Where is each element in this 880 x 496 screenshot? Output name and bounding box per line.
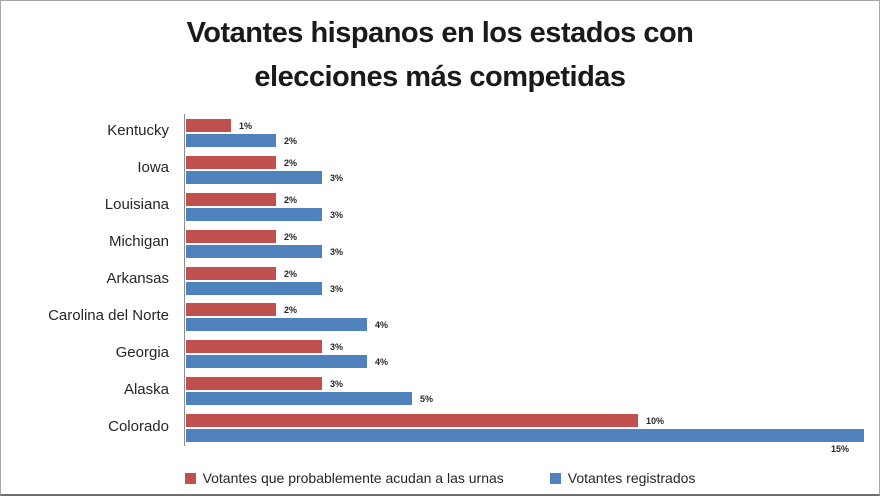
bar-likely-kentucky — [186, 119, 231, 132]
data-label: 2% — [284, 231, 298, 242]
bar-likely-michigan — [186, 229, 276, 243]
category-label: Colorado — [108, 417, 169, 435]
plot-area: 1% 2% 2% 3% 2% 3% 2% 3% 2% 3% 2% 4% 3% 4% 3% 5% 10% 15% — [185, 113, 877, 454]
data-label: 3% — [330, 172, 344, 183]
category-axis-labels: Kentucky Iowa Louisiana Michigan Arkansas Car… — [1, 113, 175, 445]
category-label: Iowa — [137, 159, 169, 177]
legend-label-likely-voters: Votantes que probablemente acudan a las … — [202, 470, 504, 486]
category-label: Kentucky — [107, 122, 169, 140]
bar-likely-louisiana — [186, 192, 276, 206]
data-label: 2% — [284, 157, 298, 168]
chart-title-line-1: Votantes hispanos en los estados con — [186, 17, 694, 49]
bar-likely-colorado — [186, 414, 638, 428]
data-label: 3% — [330, 379, 344, 390]
bar-registered-georgia — [186, 355, 367, 369]
bar-registered-kentucky — [186, 134, 276, 147]
data-label: 3% — [330, 342, 344, 353]
chart-title: Votantes hispanos en los estados con ele… — [1, 11, 879, 99]
category-label: Louisiana — [104, 196, 169, 214]
data-label: 2% — [284, 136, 298, 146]
bar-registered-iowa — [186, 170, 322, 184]
data-label: 2% — [284, 194, 298, 205]
bar-likely-georgia — [186, 340, 322, 354]
data-label: 15% — [831, 444, 850, 455]
bar-registered-arkansas — [186, 281, 322, 295]
chart-title-line-2: elecciones más competidas — [254, 61, 626, 93]
legend-swatch-blue-icon — [549, 472, 561, 484]
bar-registered-alaska — [186, 392, 412, 406]
data-label: 1% — [239, 121, 253, 131]
data-label: 2% — [284, 268, 298, 279]
category-label: Carolina del Norte — [48, 306, 169, 324]
y-axis-line — [184, 114, 185, 446]
data-label: 5% — [420, 394, 434, 405]
legend-swatch-red-icon — [184, 472, 196, 484]
data-label: 4% — [375, 320, 389, 331]
category-label: Alaska — [123, 380, 169, 398]
bar-registered-louisiana — [186, 207, 322, 221]
data-label: 3% — [330, 246, 344, 257]
legend-item-likely-voters: Votantes que probablemente acudan a las … — [184, 470, 504, 486]
bar-likely-arkansas — [186, 266, 276, 280]
bar-registered-carolina-del-norte — [186, 318, 367, 332]
legend-label-registered-voters: Votantes registrados — [567, 470, 696, 486]
data-label: 10% — [646, 416, 665, 427]
data-label: 2% — [284, 305, 298, 316]
legend-item-registered-voters: Votantes registrados — [549, 470, 696, 486]
bar-likely-iowa — [186, 155, 276, 169]
category-label: Georgia — [115, 343, 169, 361]
bar-likely-carolina-del-norte — [186, 303, 276, 317]
data-label: 3% — [330, 283, 344, 294]
data-label: 4% — [375, 357, 389, 368]
bar-registered-colorado — [186, 429, 864, 443]
data-label: 3% — [330, 209, 344, 220]
bar-likely-alaska — [186, 377, 322, 391]
category-label: Arkansas — [106, 270, 169, 287]
bar-registered-michigan — [186, 244, 322, 258]
legend: Votantes que probablemente acudan a las … — [1, 470, 879, 486]
category-label: Michigan — [108, 233, 169, 251]
